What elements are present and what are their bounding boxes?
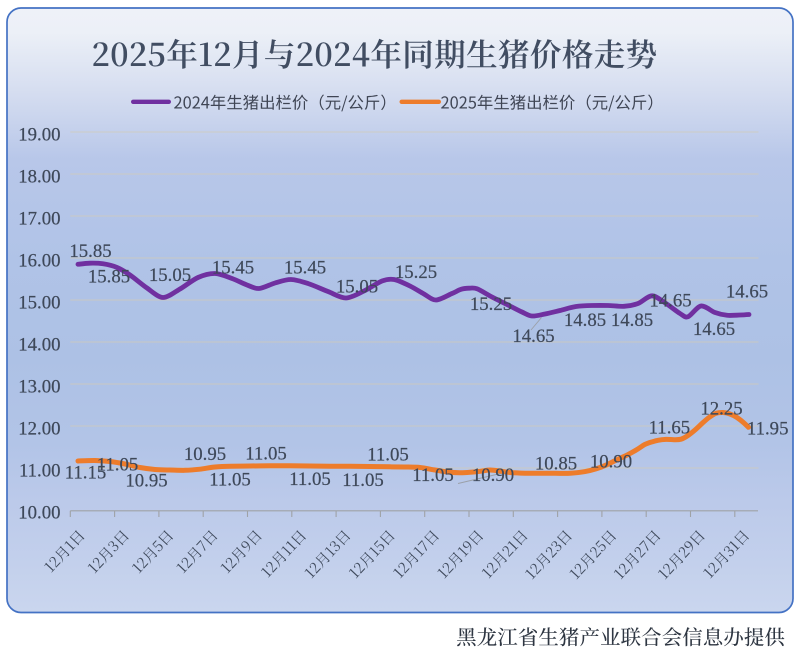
svg-text:11.65: 11.65 (649, 418, 691, 439)
svg-text:11.15: 11.15 (65, 462, 107, 483)
svg-text:15.45: 15.45 (284, 257, 326, 278)
svg-text:11.05: 11.05 (289, 469, 331, 490)
svg-text:19.00: 19.00 (18, 124, 60, 145)
svg-text:14.65: 14.65 (693, 319, 735, 340)
svg-text:12.25: 12.25 (700, 398, 742, 419)
svg-text:13.00: 13.00 (18, 376, 60, 397)
svg-text:11.95: 11.95 (747, 418, 789, 439)
svg-text:15.05: 15.05 (149, 265, 191, 286)
svg-text:18.00: 18.00 (18, 166, 60, 187)
svg-text:17.00: 17.00 (18, 208, 60, 229)
svg-text:10.85: 10.85 (535, 453, 577, 474)
svg-text:11.05: 11.05 (209, 469, 251, 490)
svg-text:12.00: 12.00 (18, 418, 60, 439)
svg-text:15.25: 15.25 (470, 294, 512, 315)
svg-text:15.25: 15.25 (395, 262, 437, 283)
svg-text:11.00: 11.00 (19, 460, 61, 481)
svg-text:11.05: 11.05 (412, 465, 454, 486)
svg-text:15.85: 15.85 (69, 241, 111, 262)
svg-text:15.45: 15.45 (212, 257, 254, 278)
svg-text:14.65: 14.65 (726, 281, 768, 302)
svg-text:14.65: 14.65 (512, 326, 554, 347)
svg-text:15.00: 15.00 (18, 292, 60, 313)
svg-text:10.00: 10.00 (18, 502, 60, 523)
svg-text:10.90: 10.90 (590, 451, 632, 472)
svg-text:11.05: 11.05 (367, 444, 409, 465)
svg-text:10.90: 10.90 (472, 465, 514, 486)
svg-text:11.05: 11.05 (342, 470, 384, 491)
svg-text:14.85: 14.85 (611, 310, 653, 331)
svg-text:11.05: 11.05 (245, 443, 287, 464)
svg-text:14.85: 14.85 (564, 310, 606, 331)
svg-text:10.95: 10.95 (184, 444, 226, 465)
svg-text:10.95: 10.95 (125, 470, 167, 491)
svg-text:16.00: 16.00 (18, 250, 60, 271)
svg-text:11.05: 11.05 (97, 454, 139, 475)
svg-text:14.00: 14.00 (18, 334, 60, 355)
svg-text:15.85: 15.85 (88, 266, 130, 287)
svg-text:15.05: 15.05 (336, 276, 378, 297)
svg-text:14.65: 14.65 (649, 290, 691, 311)
